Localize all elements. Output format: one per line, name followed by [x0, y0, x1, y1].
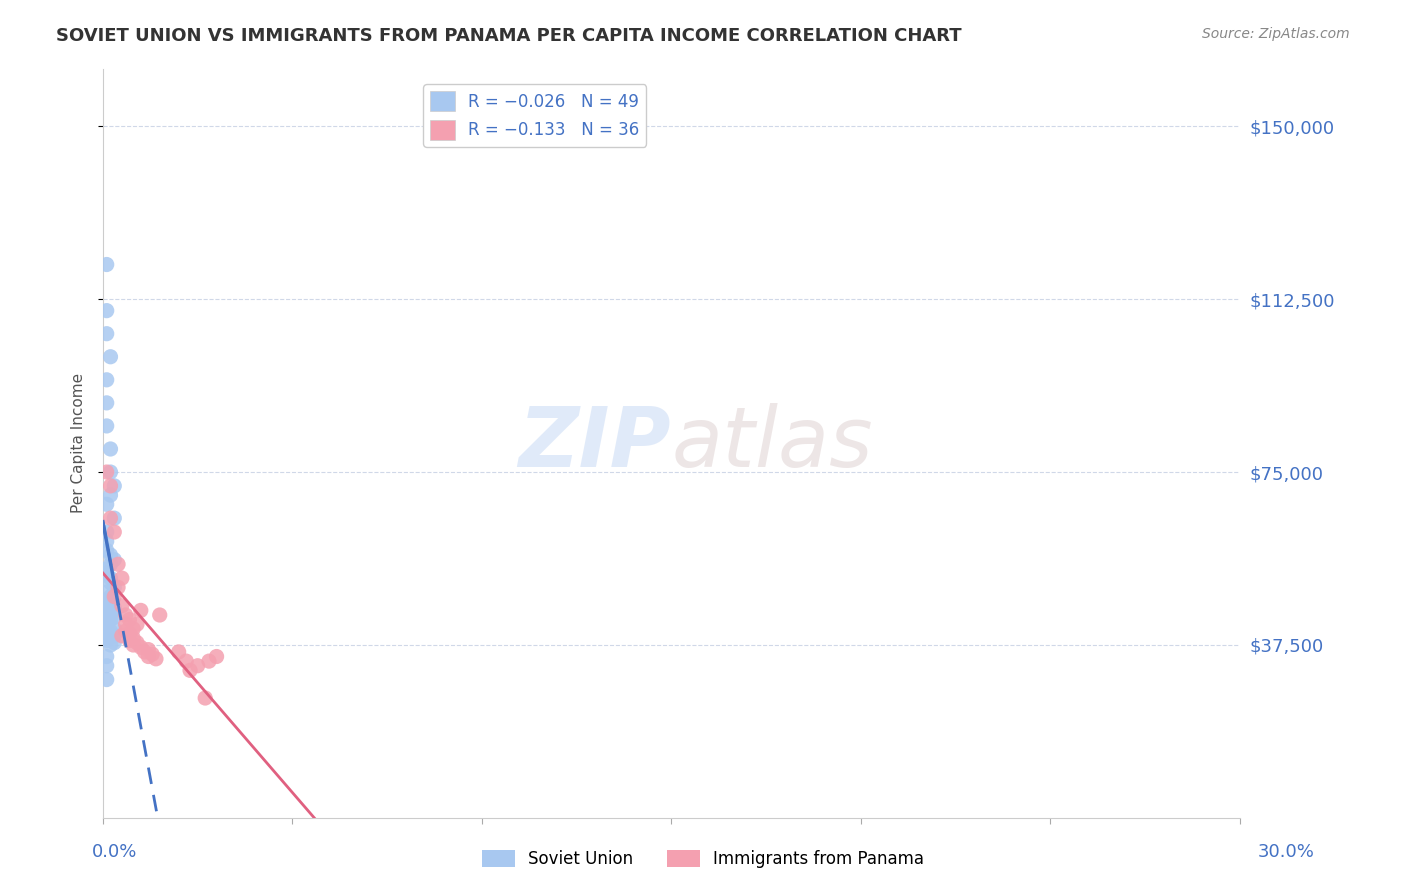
- Legend: R = −0.026   N = 49, R = −0.133   N = 36: R = −0.026 N = 49, R = −0.133 N = 36: [423, 85, 647, 146]
- Point: [122, 638, 145, 652]
- Point: [96, 649, 118, 664]
- Point: [114, 617, 136, 632]
- Point: [138, 649, 160, 664]
- Point: [122, 631, 145, 645]
- Point: [145, 652, 167, 666]
- Y-axis label: Per Capita Income: Per Capita Income: [72, 373, 86, 513]
- Point: [100, 511, 122, 525]
- Point: [96, 594, 118, 608]
- Point: [174, 654, 197, 668]
- Point: [103, 590, 125, 604]
- Point: [100, 613, 122, 627]
- Point: [103, 622, 125, 636]
- Point: [96, 534, 118, 549]
- Point: [96, 566, 118, 581]
- Point: [125, 635, 148, 649]
- Point: [96, 373, 118, 387]
- Point: [129, 640, 152, 655]
- Text: 30.0%: 30.0%: [1258, 843, 1315, 861]
- Point: [187, 658, 209, 673]
- Point: [149, 607, 172, 622]
- Point: [122, 622, 145, 636]
- Point: [96, 626, 118, 640]
- Point: [100, 558, 122, 572]
- Point: [205, 649, 228, 664]
- Point: [96, 619, 118, 633]
- Point: [103, 601, 125, 615]
- Point: [100, 548, 122, 562]
- Point: [96, 615, 118, 629]
- Point: [96, 418, 118, 433]
- Point: [118, 633, 141, 648]
- Text: ZIP: ZIP: [519, 402, 671, 483]
- Point: [103, 580, 125, 594]
- Point: [100, 479, 122, 493]
- Point: [125, 617, 148, 632]
- Point: [96, 465, 118, 479]
- Point: [138, 642, 160, 657]
- Point: [96, 585, 118, 599]
- Point: [111, 571, 134, 585]
- Point: [96, 658, 118, 673]
- Point: [100, 571, 122, 585]
- Point: [118, 626, 141, 640]
- Point: [96, 258, 118, 272]
- Point: [194, 691, 217, 706]
- Point: [114, 607, 136, 622]
- Point: [103, 552, 125, 566]
- Point: [96, 673, 118, 687]
- Point: [100, 442, 122, 456]
- Point: [118, 613, 141, 627]
- Point: [96, 326, 118, 341]
- Point: [100, 599, 122, 613]
- Point: [96, 631, 118, 645]
- Point: [96, 396, 118, 410]
- Point: [96, 524, 118, 539]
- Point: [179, 664, 201, 678]
- Text: Source: ZipAtlas.com: Source: ZipAtlas.com: [1202, 27, 1350, 41]
- Point: [103, 524, 125, 539]
- Point: [100, 638, 122, 652]
- Point: [103, 635, 125, 649]
- Point: [107, 580, 129, 594]
- Text: SOVIET UNION VS IMMIGRANTS FROM PANAMA PER CAPITA INCOME CORRELATION CHART: SOVIET UNION VS IMMIGRANTS FROM PANAMA P…: [56, 27, 962, 45]
- Point: [100, 624, 122, 639]
- Point: [96, 603, 118, 617]
- Point: [100, 590, 122, 604]
- Point: [96, 562, 118, 576]
- Point: [111, 629, 134, 643]
- Point: [100, 575, 122, 590]
- Point: [103, 610, 125, 624]
- Point: [103, 511, 125, 525]
- Point: [96, 633, 118, 648]
- Point: [96, 303, 118, 318]
- Point: [198, 654, 221, 668]
- Point: [111, 599, 134, 613]
- Point: [167, 645, 190, 659]
- Legend: Soviet Union, Immigrants from Panama: Soviet Union, Immigrants from Panama: [475, 843, 931, 875]
- Point: [134, 645, 156, 659]
- Point: [100, 597, 122, 611]
- Point: [103, 629, 125, 643]
- Point: [96, 497, 118, 511]
- Point: [141, 647, 163, 661]
- Point: [96, 543, 118, 558]
- Text: atlas: atlas: [671, 402, 873, 483]
- Point: [96, 617, 118, 632]
- Point: [103, 479, 125, 493]
- Point: [100, 350, 122, 364]
- Point: [100, 488, 122, 502]
- Text: 0.0%: 0.0%: [91, 843, 136, 861]
- Point: [114, 624, 136, 639]
- Point: [100, 465, 122, 479]
- Point: [96, 606, 118, 620]
- Point: [107, 558, 129, 572]
- Point: [100, 607, 122, 622]
- Point: [129, 603, 152, 617]
